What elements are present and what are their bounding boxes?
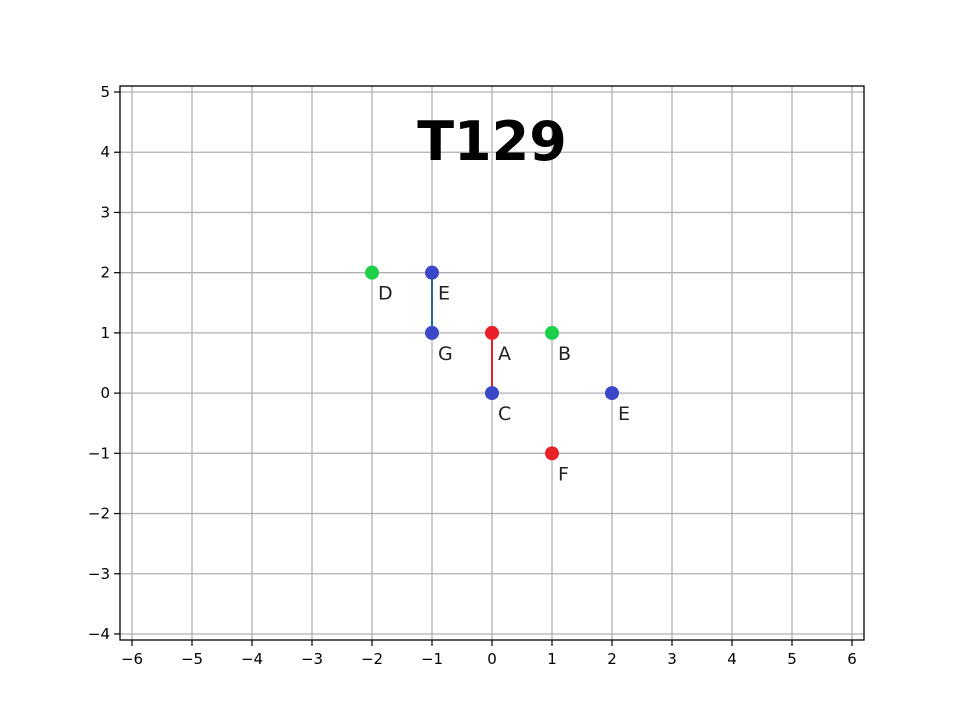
- point-label: E: [618, 403, 630, 425]
- x-tick-label: 5: [787, 650, 797, 668]
- point-f: [545, 446, 559, 461]
- x-tick-label: 4: [727, 650, 737, 668]
- segments: [431, 272, 493, 394]
- chart-title: T129: [417, 110, 567, 173]
- x-tick-label: 2: [607, 650, 617, 668]
- point-d: [365, 265, 379, 280]
- x-tick-label: −1: [421, 650, 443, 668]
- x-tick-label: 0: [487, 650, 497, 668]
- y-tick-label: −4: [88, 625, 110, 643]
- point-label: C: [498, 403, 511, 425]
- point-e: [425, 265, 439, 280]
- ticks: [114, 91, 853, 646]
- y-tick-label: 3: [100, 203, 110, 221]
- x-tick-label: 3: [667, 650, 677, 668]
- x-tick-label: −6: [121, 650, 143, 668]
- point-label: A: [498, 343, 511, 365]
- x-tick-label: −3: [301, 650, 323, 668]
- point-e: [605, 386, 619, 401]
- point-labels: A B C D E G E F: [378, 283, 630, 486]
- point-g: [425, 325, 439, 340]
- y-tick-label: 0: [100, 384, 110, 402]
- y-tick-label: −2: [88, 505, 110, 523]
- point-c: [485, 386, 499, 401]
- point-label: B: [558, 343, 571, 365]
- point-label: F: [558, 463, 569, 485]
- y-tick-label: 5: [100, 83, 110, 101]
- x-tick-label: 1: [547, 650, 557, 668]
- x-tick-label: 6: [847, 650, 857, 668]
- x-tick-label: −2: [361, 650, 383, 668]
- tick-labels: −6 −5 −4 −3 −2 −1 0 1 2 3 4 5 6 −4 −3 −2 −1 0 1 2 3 4 5: [88, 83, 857, 668]
- point-b: [545, 325, 559, 340]
- point-label: D: [378, 283, 393, 305]
- x-tick-label: −5: [181, 650, 203, 668]
- y-tick-label: −1: [88, 444, 110, 462]
- y-tick-label: 1: [100, 324, 110, 342]
- y-tick-label: −3: [88, 565, 110, 583]
- y-tick-label: 4: [100, 143, 110, 161]
- y-tick-label: 2: [100, 264, 110, 282]
- x-tick-label: −4: [241, 650, 263, 668]
- point-label: E: [438, 283, 450, 305]
- points: [365, 265, 619, 461]
- point-label: G: [438, 343, 453, 365]
- point-a: [485, 325, 499, 340]
